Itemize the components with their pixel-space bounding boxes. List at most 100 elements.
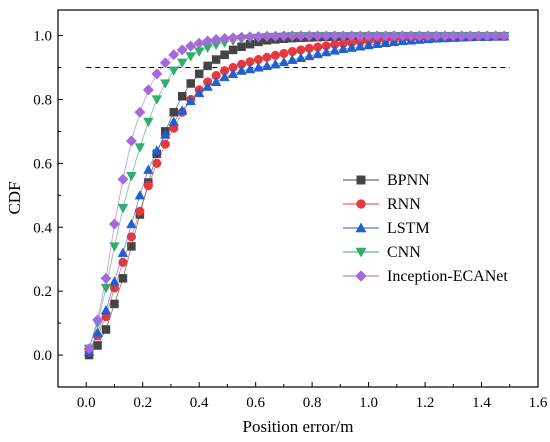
data-point-inception-ecanet xyxy=(125,135,137,147)
series-inception-ecanet xyxy=(83,30,510,355)
data-point-inception-ecanet xyxy=(269,30,281,42)
data-point-inception-ecanet xyxy=(422,30,434,42)
data-point-lstm xyxy=(321,46,332,57)
data-point-inception-ecanet xyxy=(134,106,146,118)
data-point-inception-ecanet xyxy=(252,30,265,43)
legend-label: Inception-ECANet xyxy=(387,268,508,285)
data-point-lstm xyxy=(380,37,391,47)
y-tick-label: 0.8 xyxy=(33,92,52,108)
data-point-lstm xyxy=(371,38,383,48)
data-point-inception-ecanet xyxy=(456,30,468,42)
data-point-inception-ecanet xyxy=(329,30,341,42)
data-point-cnn xyxy=(100,283,112,294)
data-point-inception-ecanet xyxy=(490,30,502,42)
data-point-cnn xyxy=(177,58,188,69)
series-rnn xyxy=(84,31,509,357)
data-point-inception-ecanet xyxy=(363,30,375,42)
data-point-inception-ecanet xyxy=(295,30,307,42)
data-point-lstm xyxy=(261,60,273,71)
x-tick-label: 0.8 xyxy=(303,395,322,411)
legend-marker xyxy=(355,222,367,233)
legend-label: LSTM xyxy=(387,220,430,237)
legend-label: CNN xyxy=(387,244,421,261)
data-point-inception-ecanet xyxy=(185,40,197,52)
data-point-lstm xyxy=(134,189,146,200)
data-point-lstm xyxy=(126,218,137,229)
data-point-inception-ecanet xyxy=(261,30,273,42)
data-point-lstm xyxy=(236,65,247,75)
data-point-bpnn xyxy=(101,325,111,334)
data-point-bpnn xyxy=(220,50,229,59)
data-point-inception-ecanet xyxy=(303,30,315,42)
data-point-lstm xyxy=(295,52,307,63)
data-point-lstm xyxy=(312,48,323,59)
data-point-bpnn xyxy=(118,274,128,283)
data-point-inception-ecanet xyxy=(108,218,121,230)
plot-frame xyxy=(57,9,539,388)
legend-marker xyxy=(355,270,367,282)
data-point-inception-ecanet xyxy=(464,30,476,42)
legend-item-cnn: CNN xyxy=(343,244,421,261)
data-point-lstm xyxy=(219,71,230,82)
data-point-inception-ecanet xyxy=(219,32,231,44)
data-point-lstm xyxy=(143,164,154,174)
data-point-inception-ecanet xyxy=(371,30,383,42)
data-point-lstm xyxy=(185,95,196,106)
data-point-lstm xyxy=(151,145,163,155)
legend: BPNN RNN LSTM CNN Inception-ECANet xyxy=(343,172,508,285)
data-point-lstm xyxy=(244,63,256,74)
series-group xyxy=(83,30,510,360)
data-point-lstm xyxy=(287,54,298,64)
data-point-lstm xyxy=(227,68,239,78)
data-point-lstm xyxy=(92,327,103,337)
data-point-inception-ecanet xyxy=(439,30,451,42)
data-point-lstm xyxy=(270,58,281,69)
series-lstm xyxy=(83,31,510,356)
y-tick-label: 0.6 xyxy=(33,156,52,172)
legend-item-bpnn: BPNN xyxy=(343,172,430,189)
y-tick-label: 1.0 xyxy=(33,29,52,45)
x-tick-label: 0.6 xyxy=(246,395,265,411)
x-ticks: 0.0 0.2 0.4 0.6 0.8 1.0 1.2 1.4 1.6 xyxy=(77,382,548,411)
data-point-inception-ecanet xyxy=(100,272,112,284)
data-point-inception-ecanet xyxy=(312,30,324,42)
data-point-inception-ecanet xyxy=(320,30,332,42)
x-tick-label: 0.2 xyxy=(133,395,152,411)
data-point-rnn xyxy=(160,139,170,149)
legend-marker xyxy=(355,247,367,258)
x-tick-label: 0.0 xyxy=(77,395,96,411)
data-point-inception-ecanet xyxy=(473,30,485,42)
legend-item-rnn: RNN xyxy=(343,196,421,213)
legend-label: BPNN xyxy=(387,172,430,189)
data-point-cnn xyxy=(151,95,163,105)
data-point-bpnn xyxy=(110,299,119,309)
data-point-lstm xyxy=(253,62,264,72)
series-line-cnn xyxy=(88,35,505,349)
legend-item-lstm: LSTM xyxy=(343,220,430,237)
y-axis-title: CDF xyxy=(5,181,24,214)
x-tick-label: 1.6 xyxy=(529,395,548,411)
data-point-rnn xyxy=(152,158,162,168)
series-line-inception-ecanet xyxy=(88,35,505,349)
data-point-inception-ecanet xyxy=(354,30,366,42)
data-point-inception-ecanet xyxy=(278,30,290,42)
data-point-inception-ecanet xyxy=(91,314,104,326)
data-point-cnn xyxy=(193,47,205,57)
data-point-inception-ecanet xyxy=(193,37,205,49)
data-point-bpnn xyxy=(186,79,195,88)
y-ticks: 0.0 0.2 0.4 0.6 0.8 1.0 xyxy=(33,29,63,364)
data-point-inception-ecanet xyxy=(346,30,358,42)
data-point-inception-ecanet xyxy=(142,84,154,96)
data-point-cnn xyxy=(117,203,129,214)
data-point-lstm xyxy=(210,76,222,86)
series-cnn xyxy=(83,32,510,354)
data-point-inception-ecanet xyxy=(388,30,400,42)
data-point-cnn xyxy=(168,66,179,77)
legend-label: RNN xyxy=(387,196,421,213)
data-point-lstm xyxy=(117,247,129,257)
data-point-inception-ecanet xyxy=(379,30,392,42)
data-point-inception-ecanet xyxy=(159,57,171,69)
data-point-bpnn xyxy=(194,69,204,79)
data-point-inception-ecanet xyxy=(413,30,425,42)
legend-marker xyxy=(356,199,366,209)
